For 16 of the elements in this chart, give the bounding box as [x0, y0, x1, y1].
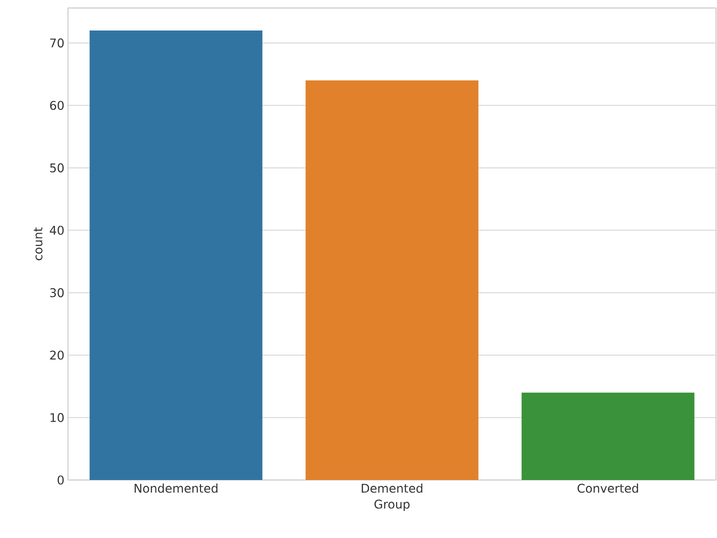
bar [522, 392, 694, 480]
x-tick-label: Converted [578, 484, 638, 493]
bar [90, 30, 262, 480]
y-tick-label: 40 [50, 226, 64, 235]
y-tick-label: 20 [50, 350, 64, 360]
y-tick-label: 0 [58, 475, 64, 485]
x-tick-label: Demented [362, 484, 422, 493]
y-tick-label: 70 [50, 38, 64, 48]
y-axis-title: count [34, 227, 42, 260]
y-tick-label: 10 [50, 413, 64, 422]
y-tick-label: 30 [50, 288, 64, 298]
x-axis-title: Group [374, 500, 410, 511]
x-tick-label: Nondemented [134, 484, 218, 493]
bar [306, 80, 478, 480]
y-tick-label: 60 [50, 100, 64, 110]
y-tick-label: 50 [50, 163, 64, 172]
